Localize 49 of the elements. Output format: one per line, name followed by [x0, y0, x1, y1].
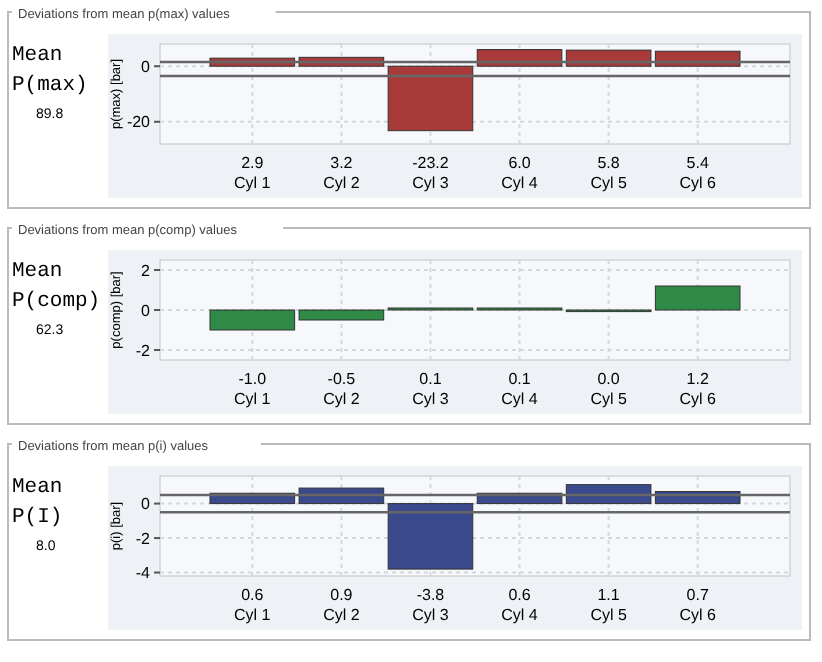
data-label: -1.0	[238, 370, 268, 388]
x-tick-label: Cyl 1	[234, 174, 272, 192]
x-tick-label: Cyl 6	[679, 174, 718, 192]
data-label: -23.2	[412, 154, 450, 172]
x-tick-label: Cyl 4	[501, 174, 539, 192]
x-tick-label: Cyl 2	[323, 390, 361, 408]
data-label: 5.4	[686, 154, 710, 172]
y-tick-label: 2	[141, 261, 152, 280]
text: Mean P(comp)	[12, 260, 101, 314]
data-label: -3.8	[416, 586, 446, 604]
data-label: 0.9	[330, 586, 354, 604]
x-tick-label: Cyl 3	[412, 390, 450, 408]
data-label: 0.1	[508, 370, 532, 388]
x-tick-label: Cyl 1	[234, 390, 272, 408]
x-tick-label: Cyl 1	[234, 606, 272, 624]
x-tick-label: Cyl 3	[412, 174, 450, 192]
bar	[387, 503, 474, 570]
data-label: 0.6	[241, 586, 265, 604]
x-tick-label: Cyl 6	[679, 606, 718, 624]
x-tick-label: Cyl 5	[590, 174, 628, 192]
data-label: 0.0	[597, 370, 621, 388]
data-label: -0.5	[327, 370, 357, 388]
data-label: 3.2	[330, 154, 354, 172]
y-tick-label: 0	[141, 57, 152, 76]
y-tick-label: 0	[141, 495, 152, 514]
bar	[387, 65, 474, 132]
data-label: 6.0	[508, 154, 532, 172]
y-tick-label: 0	[141, 301, 152, 320]
x-tick-label: Cyl 6	[679, 390, 718, 408]
data-label: 0.1	[419, 370, 443, 388]
data-label: 5.8	[597, 154, 621, 172]
x-tick-label: Cyl 5	[590, 390, 628, 408]
y-tick-label: -20	[126, 113, 152, 132]
data-label: 2.9	[241, 154, 265, 172]
y-tick-label: -2	[135, 529, 152, 548]
x-tick-label: Cyl 2	[323, 174, 361, 192]
x-tick-label: Cyl 3	[412, 606, 450, 624]
x-tick-label: Cyl 2	[323, 606, 361, 624]
y-tick-label: -4	[135, 564, 152, 583]
x-tick-label: Cyl 4	[501, 606, 539, 624]
data-label: 0.7	[686, 586, 710, 604]
data-label: 0.6	[508, 586, 532, 604]
x-tick-label: Cyl 4	[501, 390, 539, 408]
text: Mean P(max)	[12, 44, 88, 98]
x-tick-label: Cyl 5	[590, 606, 628, 624]
y-tick-label: -2	[135, 341, 152, 360]
data-label: 1.1	[597, 586, 621, 604]
data-label: 1.2	[686, 370, 710, 388]
text: Mean P(I)	[12, 476, 63, 530]
